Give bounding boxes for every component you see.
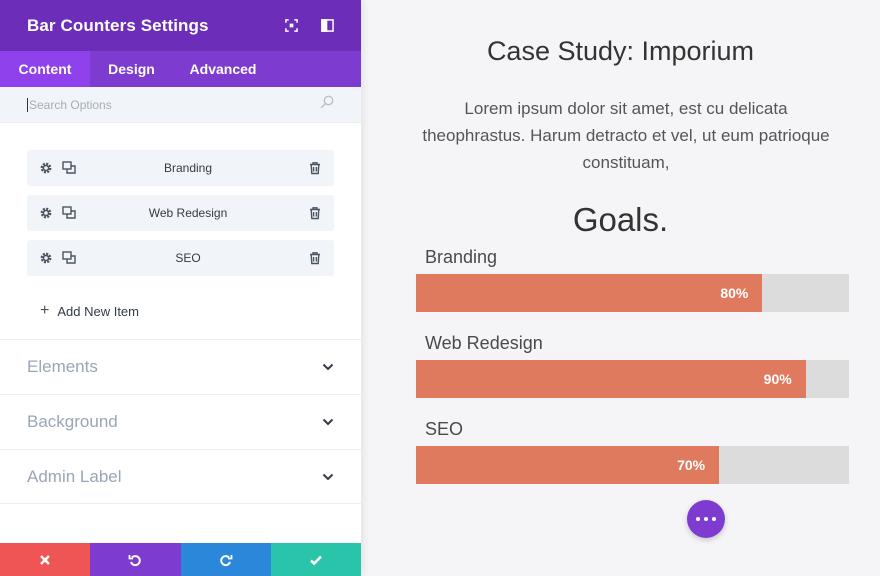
- bar-percent: 90%: [763, 371, 792, 387]
- list-item[interactable]: Web Redesign: [27, 195, 334, 231]
- bar-percent: 70%: [677, 457, 706, 473]
- save-button[interactable]: [270, 543, 361, 576]
- toggle-admin-label[interactable]: Admin Label: [0, 449, 361, 504]
- bar-track: 90%: [416, 360, 849, 398]
- list-item[interactable]: SEO: [27, 240, 334, 276]
- discard-button[interactable]: [0, 543, 91, 576]
- add-new-item-button[interactable]: + Add New Item: [27, 285, 334, 328]
- duplicate-icon[interactable]: [62, 161, 76, 175]
- discard-icon: [40, 554, 51, 565]
- goals-heading: Goals.: [572, 201, 669, 238]
- undo-button[interactable]: [90, 543, 181, 576]
- case-study-title: Case Study: Imporium: [486, 36, 755, 66]
- toggle-background[interactable]: Background: [0, 394, 361, 449]
- toggle-title: Admin Label: [27, 466, 122, 486]
- expand-icon[interactable]: [273, 0, 309, 51]
- tab-design[interactable]: Design: [108, 61, 155, 77]
- bar-track: 80%: [416, 274, 849, 312]
- search-icon[interactable]: [320, 95, 334, 114]
- search-bar: [0, 87, 361, 123]
- bar-counters[interactable]: Branding 80% Web Redesign 90% SEO 70%: [416, 243, 849, 501]
- trash-icon[interactable]: [308, 161, 322, 175]
- bar-fill: 70%: [416, 446, 720, 484]
- bar-fill: 90%: [416, 360, 806, 398]
- chevron-down-icon: [322, 363, 334, 371]
- panel-tabs: Content Design Advanced: [0, 51, 361, 87]
- gear-icon[interactable]: [39, 206, 53, 220]
- bar-counter: SEO 70%: [416, 415, 849, 484]
- duplicate-icon[interactable]: [62, 251, 76, 265]
- chevron-down-icon: [322, 418, 334, 426]
- undo-icon: [128, 554, 142, 566]
- dot-icon: [712, 517, 716, 521]
- tab-content[interactable]: Content: [0, 51, 90, 87]
- bar-label: SEO: [425, 419, 464, 439]
- toggle-title: Background: [27, 412, 118, 431]
- trash-icon[interactable]: [308, 251, 322, 265]
- add-new-item-label: Add New Item: [57, 303, 139, 319]
- duplicate-icon[interactable]: [62, 206, 76, 220]
- chevron-down-icon: [322, 473, 334, 480]
- save-icon: [309, 555, 322, 565]
- trash-icon[interactable]: [308, 206, 322, 220]
- toggle-elements[interactable]: Elements: [0, 339, 361, 394]
- list-item-label: Web Redesign: [148, 206, 228, 220]
- bar-label: Web Redesign: [425, 333, 543, 353]
- sidebar-icon[interactable]: [309, 0, 345, 51]
- dot-icon: [704, 517, 708, 521]
- list-item[interactable]: Branding: [27, 150, 334, 186]
- list-item-label: Branding: [163, 161, 213, 175]
- toggle-title: Elements: [27, 357, 98, 376]
- search-input[interactable]: [27, 97, 320, 112]
- list-item-label: SEO: [175, 251, 201, 265]
- more-options-button[interactable]: [687, 500, 725, 538]
- case-study-text: Lorem ipsum dolor sit amet, est cu delic…: [422, 99, 830, 172]
- tab-advanced[interactable]: Advanced: [189, 61, 257, 77]
- panel-header: Bar Counters Settings: [0, 0, 361, 51]
- bar-track: 70%: [416, 446, 849, 484]
- redo-button[interactable]: [180, 543, 271, 576]
- bar-percent: 80%: [720, 285, 749, 301]
- panel-footer: [0, 543, 361, 576]
- bar-fill: 80%: [416, 274, 763, 312]
- dot-icon: [696, 517, 700, 521]
- bar-counter: Web Redesign 90%: [416, 329, 849, 398]
- bar-label: Branding: [425, 247, 498, 267]
- bar-counter: Branding 80%: [416, 243, 849, 312]
- page-preview: Case Study: Imporium Lorem ipsum dolor s…: [361, 0, 880, 576]
- gear-icon[interactable]: [39, 161, 53, 175]
- bar-items-list: Branding Web Redesign SEO: [0, 123, 361, 328]
- plus-icon: +: [40, 302, 50, 319]
- gear-icon[interactable]: [39, 251, 53, 265]
- redo-icon: [219, 554, 233, 566]
- settings-panel: Bar Counters Settings Content Design Adv…: [0, 0, 361, 576]
- panel-title: Bar Counters Settings: [27, 15, 209, 35]
